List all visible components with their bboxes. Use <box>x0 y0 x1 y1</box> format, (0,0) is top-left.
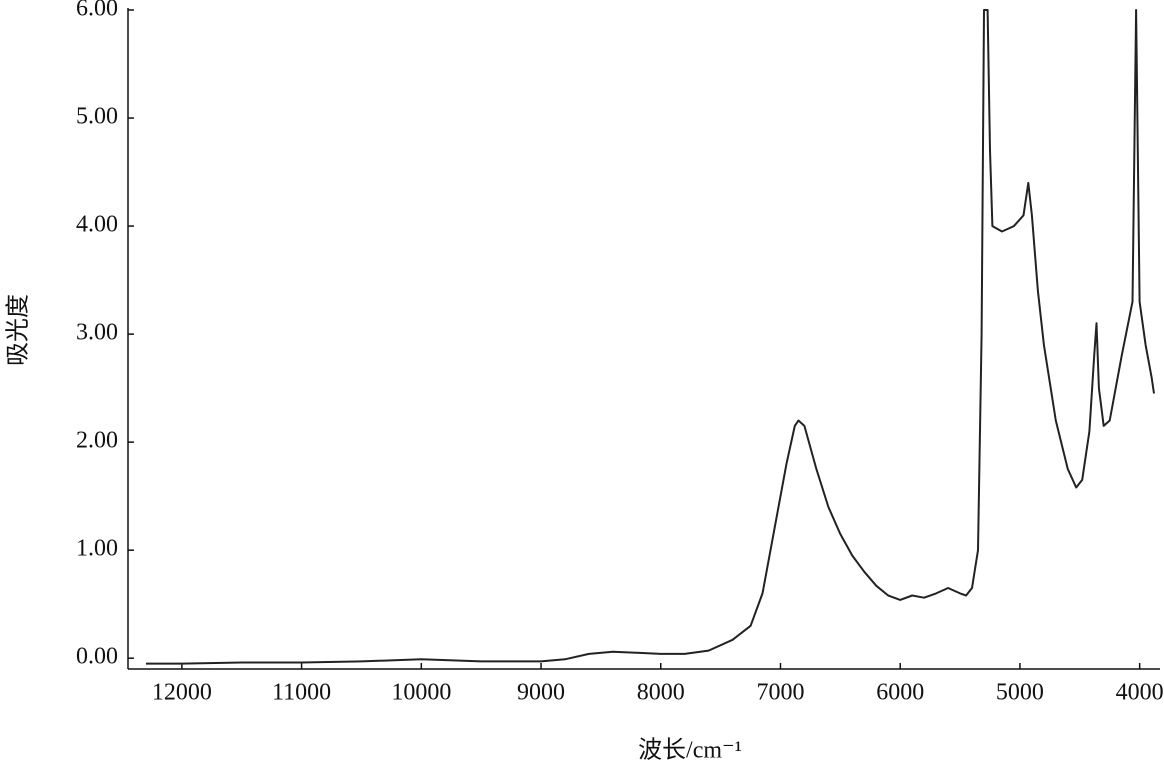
y-tick-label: 4.00 <box>76 212 118 238</box>
x-tick-label: 8000 <box>637 680 685 706</box>
y-tick-label: 1.00 <box>76 536 118 562</box>
x-tick-label: 12000 <box>152 680 212 706</box>
y-axis-title: 吸光度 <box>5 294 32 366</box>
x-tick-label: 7000 <box>756 680 804 706</box>
y-tick-label: 2.00 <box>76 428 118 454</box>
y-tick-label: 0.00 <box>76 644 118 670</box>
x-tick-label: 11000 <box>272 680 331 706</box>
x-tick-label: 5000 <box>996 680 1044 706</box>
x-tick-label: 6000 <box>876 680 924 706</box>
x-tick-label: 9000 <box>517 680 565 706</box>
x-axis-title: 波长/cm⁻¹ <box>638 737 742 764</box>
x-tick-label: 10000 <box>391 680 451 706</box>
x-tick-label: 4000 <box>1116 680 1164 706</box>
y-tick-label: 5.00 <box>76 104 118 130</box>
y-tick-label: 6.00 <box>76 0 118 22</box>
y-tick-label: 3.00 <box>76 320 118 346</box>
spectrum-line <box>146 9 1155 665</box>
